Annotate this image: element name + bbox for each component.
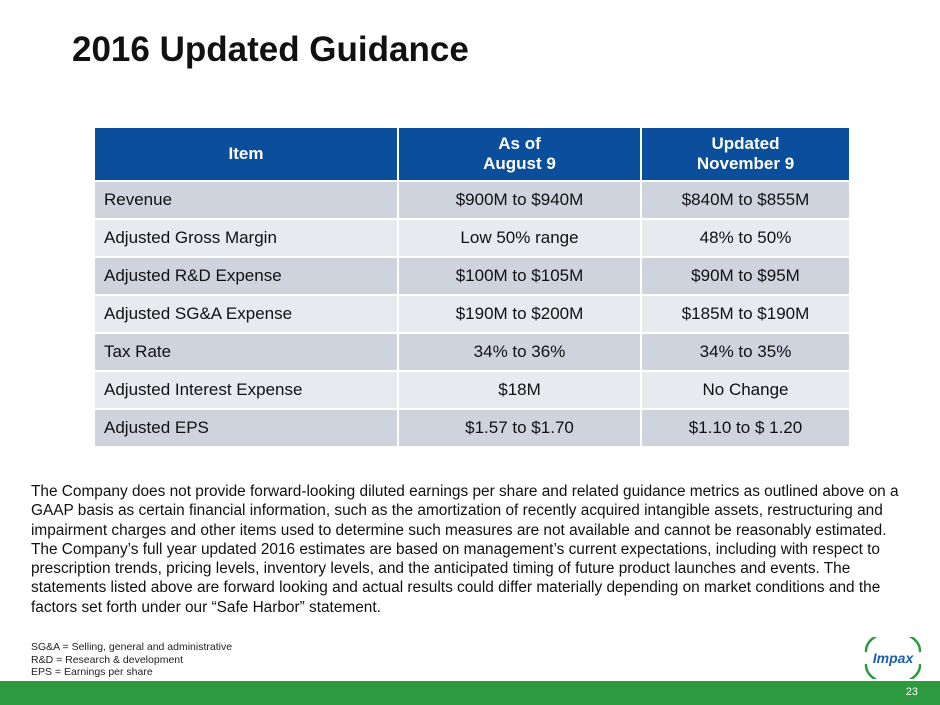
row-november-cell: $90M to $95M (642, 258, 849, 294)
header-november-line-1: Updated (711, 134, 780, 153)
row-august-cell: Low 50% range (399, 220, 640, 256)
footer-bar: 23 (0, 681, 940, 705)
footnotes: SG&A = Selling, general and administrati… (31, 641, 232, 679)
header-november-line-2: November 9 (696, 154, 795, 173)
footnote-sga: SG&A = Selling, general and administrati… (31, 641, 233, 653)
row-august-cell: $100M to $105M (399, 258, 640, 294)
table-row: Tax Rate 34% to 36% 34% to 35% (95, 334, 849, 370)
disclaimer-text: The Company does not provide forward-loo… (31, 483, 899, 616)
footnote-eps: EPS = Earnings per share (31, 666, 153, 678)
row-august-cell: 34% to 36% (399, 334, 640, 370)
row-november-cell: 48% to 50% (642, 220, 849, 256)
row-november-cell: $185M to $190M (642, 296, 849, 332)
table-row: Adjusted Gross Margin Low 50% range 48% … (95, 220, 849, 256)
impax-logo-icon: Impax (864, 630, 922, 686)
table-row: Adjusted Interest Expense $18M No Change (95, 372, 849, 408)
row-august-cell: $1.57 to $1.70 (399, 410, 640, 446)
row-item-cell: Adjusted Interest Expense (95, 372, 397, 408)
row-item-cell: Tax Rate (95, 334, 397, 370)
row-item-cell: Adjusted SG&A Expense (95, 296, 397, 332)
footnote-rd: R&D = Research & development (31, 653, 184, 666)
row-november-cell: $840M to $855M (642, 182, 849, 218)
row-item-cell: Adjusted Gross Margin (95, 220, 397, 256)
row-august-cell: $900M to $940M (399, 182, 640, 218)
header-august-line-1: As of (498, 134, 541, 153)
header-august-9: As of August 9 (399, 128, 640, 180)
header-item: Item (95, 128, 397, 180)
row-item-cell: Revenue (95, 182, 397, 218)
page-number: 23 (905, 686, 918, 698)
table-row: Revenue $900M to $940M $840M to $855M (95, 182, 849, 218)
row-november-cell: $1.10 to $ 1.20 (642, 410, 849, 446)
row-november-cell: No Change (642, 372, 849, 408)
table-row: Adjusted SG&A Expense $190M to $200M $18… (95, 296, 849, 332)
row-august-cell: $190M to $200M (399, 296, 640, 332)
impax-logo: Impax (858, 630, 928, 686)
row-august-cell: $18M (399, 372, 640, 408)
header-november-9: Updated November 9 (642, 128, 849, 180)
table-row: Adjusted EPS $1.57 to $1.70 $1.10 to $ 1… (95, 410, 849, 446)
row-item-cell: Adjusted EPS (95, 410, 397, 446)
logo-wordmark: Impax (873, 650, 915, 666)
header-item-line: Item (228, 144, 264, 163)
slide-title: 2016 Updated Guidance (72, 30, 469, 69)
header-august-line-2: August 9 (483, 154, 556, 173)
table-header-row: Item As of August 9 Updated November 9 (95, 128, 849, 180)
guidance-table: Item As of August 9 Updated November 9 R… (93, 126, 851, 448)
row-item-cell: Adjusted R&D Expense (95, 258, 397, 294)
row-november-cell: 34% to 35% (642, 334, 849, 370)
table-row: Adjusted R&D Expense $100M to $105M $90M… (95, 258, 849, 294)
